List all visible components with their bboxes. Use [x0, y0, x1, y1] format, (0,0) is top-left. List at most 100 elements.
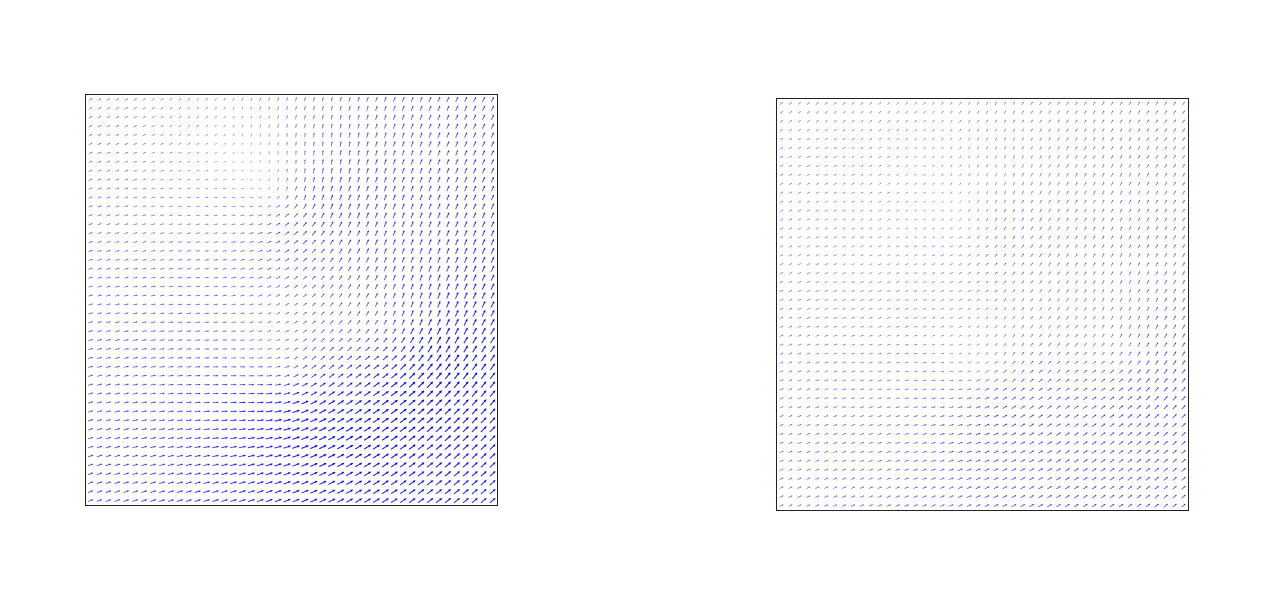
- quiver-arrowhead-left: [135, 187, 137, 189]
- quiver-arrowhead-left: [234, 392, 237, 395]
- quiver-arrow-left: [249, 187, 253, 190]
- quiver-arrowhead-left: [474, 363, 477, 367]
- quiver-arrowhead-left: [349, 97, 351, 99]
- quiver-arrowhead-left: [384, 319, 387, 322]
- quiver-arrowhead-left: [331, 302, 334, 305]
- quiver-arrowhead-right: [799, 138, 801, 140]
- quiver-arrowhead-left: [385, 498, 389, 501]
- quiver-arrowhead-right: [799, 388, 802, 390]
- quiver-arrowhead-right: [844, 281, 846, 283]
- quiver-arrowhead-left: [270, 436, 273, 440]
- quiver-arrow-left: [178, 107, 182, 110]
- quiver-arrow-right: [788, 298, 793, 302]
- quiver-arrowhead-left: [465, 177, 468, 180]
- quiver-arrowhead-right: [844, 317, 846, 319]
- quiver-arrowhead-right: [808, 334, 810, 337]
- quiver-arrowhead-left: [330, 168, 333, 170]
- quiver-arrowhead-left: [483, 123, 486, 126]
- quiver-arrowhead-left: [188, 134, 191, 136]
- quiver-arrowhead-left: [483, 159, 486, 162]
- quiver-arrowhead-left: [171, 401, 174, 404]
- quiver-arrowhead-right: [853, 459, 855, 462]
- quiver-arrow-right: [806, 289, 811, 293]
- quiver-arrowhead-left: [261, 498, 264, 502]
- quiver-arrowhead-right: [781, 227, 783, 229]
- quiver-arrow-left: [205, 142, 208, 146]
- quiver-arrowhead-left: [243, 365, 245, 368]
- quiver-arrowhead-left: [420, 123, 423, 126]
- quiver-arrowhead-left: [359, 409, 362, 412]
- quiver-arrowhead-left: [270, 401, 273, 404]
- quiver-arrowhead-left: [492, 471, 496, 474]
- quiver-arrow-right: [833, 298, 837, 302]
- quiver-arrowhead-left: [421, 408, 425, 412]
- quiver-arrowhead-left: [259, 133, 261, 135]
- quiver-arrowhead-left: [403, 346, 406, 349]
- quiver-arrowhead-left: [207, 214, 209, 216]
- quiver-arrowhead-right: [799, 397, 802, 399]
- quiver-arrowhead-right: [781, 218, 783, 220]
- quiver-arrowhead-left: [135, 321, 138, 323]
- quiver-arrowhead-right: [808, 415, 811, 417]
- quiver-arrowhead-left: [456, 408, 460, 412]
- quiver-arrow-right: [842, 200, 846, 203]
- quiver-arrowhead-left: [109, 463, 111, 466]
- quiver-arrowhead-left: [216, 267, 218, 270]
- quiver-arrowhead-left: [126, 330, 129, 332]
- quiver-arrowhead-left: [127, 445, 129, 448]
- quiver-arrowhead-left: [341, 480, 344, 484]
- quiver-arrow-right: [824, 128, 828, 132]
- quiver-arrowhead-right: [799, 343, 802, 346]
- quiver-arrowhead-left: [260, 348, 263, 350]
- quiver-arrowhead-left: [430, 435, 434, 439]
- quiver-arrowhead-right: [799, 272, 801, 274]
- quiver-arrowhead-left: [144, 107, 146, 109]
- quiver-arrowhead-left: [331, 347, 334, 349]
- quiver-arrowhead-left: [216, 276, 218, 279]
- quiver-arrowhead-left: [118, 401, 120, 404]
- quiver-arrow-right: [815, 111, 819, 114]
- quiver-arrowhead-left: [261, 436, 264, 440]
- quiver-arrowhead-left: [385, 418, 389, 421]
- quiver-arrowhead-left: [189, 259, 191, 261]
- quiver-arrowhead-left: [100, 445, 102, 448]
- quiver-arrowhead-right: [781, 495, 784, 497]
- quiver-arrowhead-left: [358, 347, 361, 350]
- quiver-arrowhead-left: [295, 115, 297, 117]
- quiver-arrowhead-left: [225, 463, 228, 466]
- quiver-arrowhead-right: [817, 325, 819, 328]
- quiver-arrowhead-left: [180, 436, 183, 439]
- quiver-arrow-right: [797, 263, 802, 266]
- quiver-arrowhead-left: [384, 257, 387, 260]
- quiver-arrowhead-right: [826, 218, 828, 220]
- quiver-arrowhead-right: [799, 477, 802, 480]
- quiver-arrow-left: [267, 187, 271, 190]
- quiver-arrowhead-left: [304, 106, 306, 108]
- quiver-arrowhead-left: [180, 356, 183, 359]
- quiver-arrowhead-left: [359, 400, 362, 403]
- quiver-arrowhead-left: [322, 212, 325, 215]
- quiver-arrowhead-left: [358, 266, 360, 269]
- quiver-arrow-left: [160, 115, 164, 119]
- quiver-arrowhead-left: [438, 372, 442, 376]
- quiver-arrowhead-right: [844, 138, 846, 140]
- quiver-arrowhead-left: [288, 418, 291, 422]
- quiver-arrowhead-left: [252, 436, 255, 440]
- quiver-arrowhead-left: [216, 499, 219, 502]
- quiver-arrowhead-left: [234, 472, 237, 475]
- quiver-arrowhead-left: [153, 419, 156, 422]
- quiver-arrowhead-left: [109, 374, 111, 377]
- quiver-arrowhead-left: [207, 330, 209, 332]
- quiver-arrowhead-left: [305, 276, 307, 278]
- quiver-arrowhead-left: [474, 123, 477, 126]
- quiver-arrowhead-left: [421, 453, 425, 457]
- quiver-arrowhead-left: [393, 185, 396, 188]
- quiver-arrowhead-left: [304, 97, 306, 99]
- quiver-arrowhead-left: [456, 114, 459, 117]
- quiver-arrowhead-right: [808, 406, 811, 408]
- quiver-arrowhead-right: [817, 450, 820, 453]
- quiver-arrowhead-left: [348, 177, 351, 179]
- quiver-arrowhead-left: [90, 134, 93, 136]
- quiver-arrowhead-left: [100, 312, 102, 314]
- quiver-arrowhead-left: [91, 339, 93, 341]
